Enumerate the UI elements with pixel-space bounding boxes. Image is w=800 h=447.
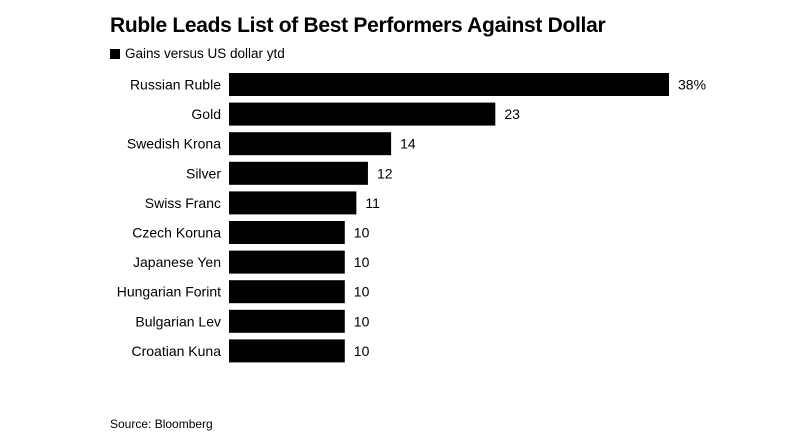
category-label: Bulgarian Lev [135,313,221,329]
category-label: Japanese Yen [133,254,221,270]
bar [229,191,357,215]
data-label: 23 [504,106,520,122]
data-label: 38% [678,77,706,93]
bar [229,102,496,126]
category-label: Swedish Krona [127,136,221,152]
bar [229,132,392,156]
category-label: Czech Koruna [132,225,221,241]
legend: Gains versus US dollar ytd [110,46,285,61]
bar [229,221,345,244]
category-label: Croatian Kuna [131,343,221,359]
bar [229,250,345,274]
data-label: 10 [354,254,370,270]
bar [229,73,669,96]
data-label: 10 [354,343,370,359]
category-label: Hungarian Forint [117,284,221,300]
category-label: Gold [191,106,221,122]
source-note: Source: Bloomberg [110,417,213,431]
data-label: 14 [400,136,416,152]
legend-swatch [110,48,120,59]
data-label: 10 [354,313,370,329]
bar [229,309,345,333]
bar [229,280,345,304]
category-label: Swiss Franc [145,195,221,211]
data-label: 12 [377,165,393,181]
category-label: Silver [186,165,221,181]
chart-title: Ruble Leads List of Best Performers Agai… [110,14,606,37]
data-label: 10 [354,284,370,300]
bar [229,161,368,185]
data-label: 11 [365,195,380,211]
legend-label: Gains versus US dollar ytd [125,46,285,61]
category-label: Russian Ruble [130,77,221,93]
bar [229,339,345,363]
data-label: 10 [354,225,370,241]
